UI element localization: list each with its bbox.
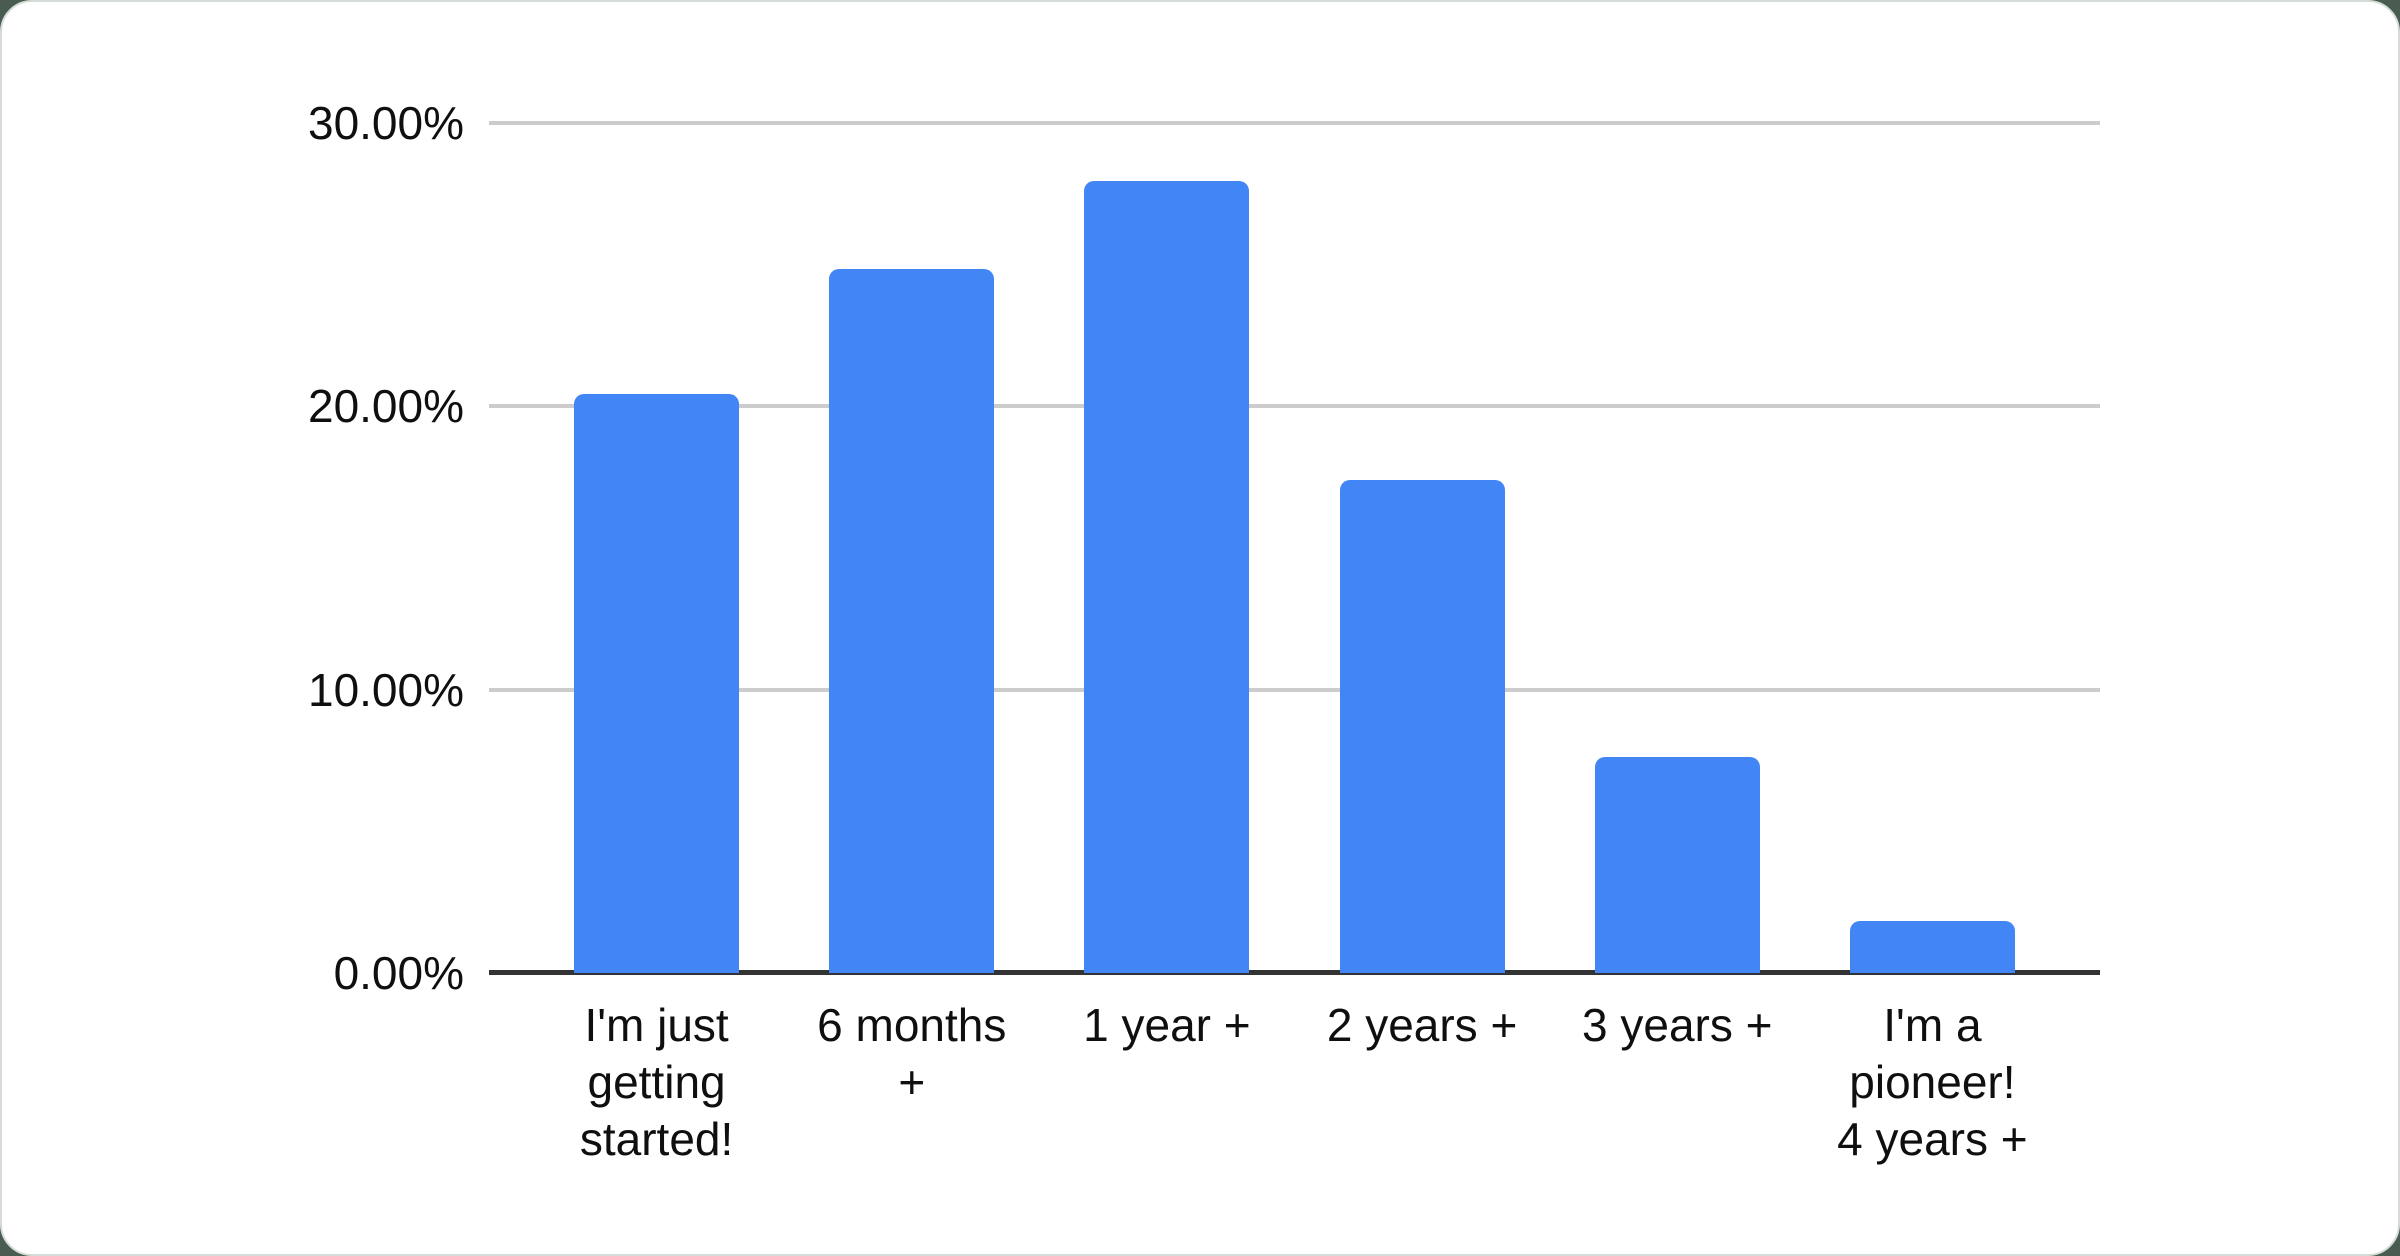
x-category-label: 6 months + [767, 997, 1057, 1111]
gridline-20.00% [489, 404, 2100, 409]
bar-6-months[interactable] [829, 268, 995, 973]
x-category-label-line: + [898, 1056, 926, 1108]
x-category-label: I'm just getting started! [512, 997, 802, 1168]
bar-i-m-a-pioneer-4-years[interactable] [1849, 921, 2015, 973]
x-category-label-line: I'm a [1883, 999, 1982, 1051]
y-tick-label: 0.00% [333, 947, 464, 999]
bar-1-year[interactable] [1084, 181, 1250, 973]
gridline-30.00% [489, 121, 2100, 125]
y-tick-label: 20.00% [307, 380, 464, 433]
x-category-label-line: 4 years + [1837, 1113, 2028, 1165]
x-category-label: I'm a pioneer! 4 years + [1787, 997, 2077, 1168]
x-category-label-line: 2 years + [1326, 999, 1518, 1051]
y-tick-label: 30.00% [307, 97, 464, 149]
x-category-label-line: 3 years + [1582, 999, 1773, 1051]
x-category-label-line: I'm just [584, 999, 729, 1051]
bar-3-years[interactable] [1594, 756, 1760, 973]
x-category-label-line: 1 year + [1083, 999, 1251, 1051]
gridline-10.00% [489, 687, 2100, 692]
x-axis-line [489, 970, 2100, 975]
bar-2-years[interactable] [1339, 479, 1505, 973]
x-category-label-line: 6 months [817, 999, 1007, 1051]
x-category-label-line: pioneer! [1849, 1056, 2016, 1108]
bar-i-m-just-getting-started[interactable] [574, 393, 740, 973]
plot-area [489, 121, 2100, 975]
x-category-label-line: getting [587, 1056, 726, 1108]
x-category-label: 1 year + [1022, 997, 1312, 1054]
x-category-label: 2 years + [1277, 997, 1567, 1054]
x-category-label-line: started! [579, 1113, 734, 1165]
x-category-label: 3 years + [1532, 997, 1822, 1054]
y-tick-label: 10.00% [307, 663, 464, 716]
